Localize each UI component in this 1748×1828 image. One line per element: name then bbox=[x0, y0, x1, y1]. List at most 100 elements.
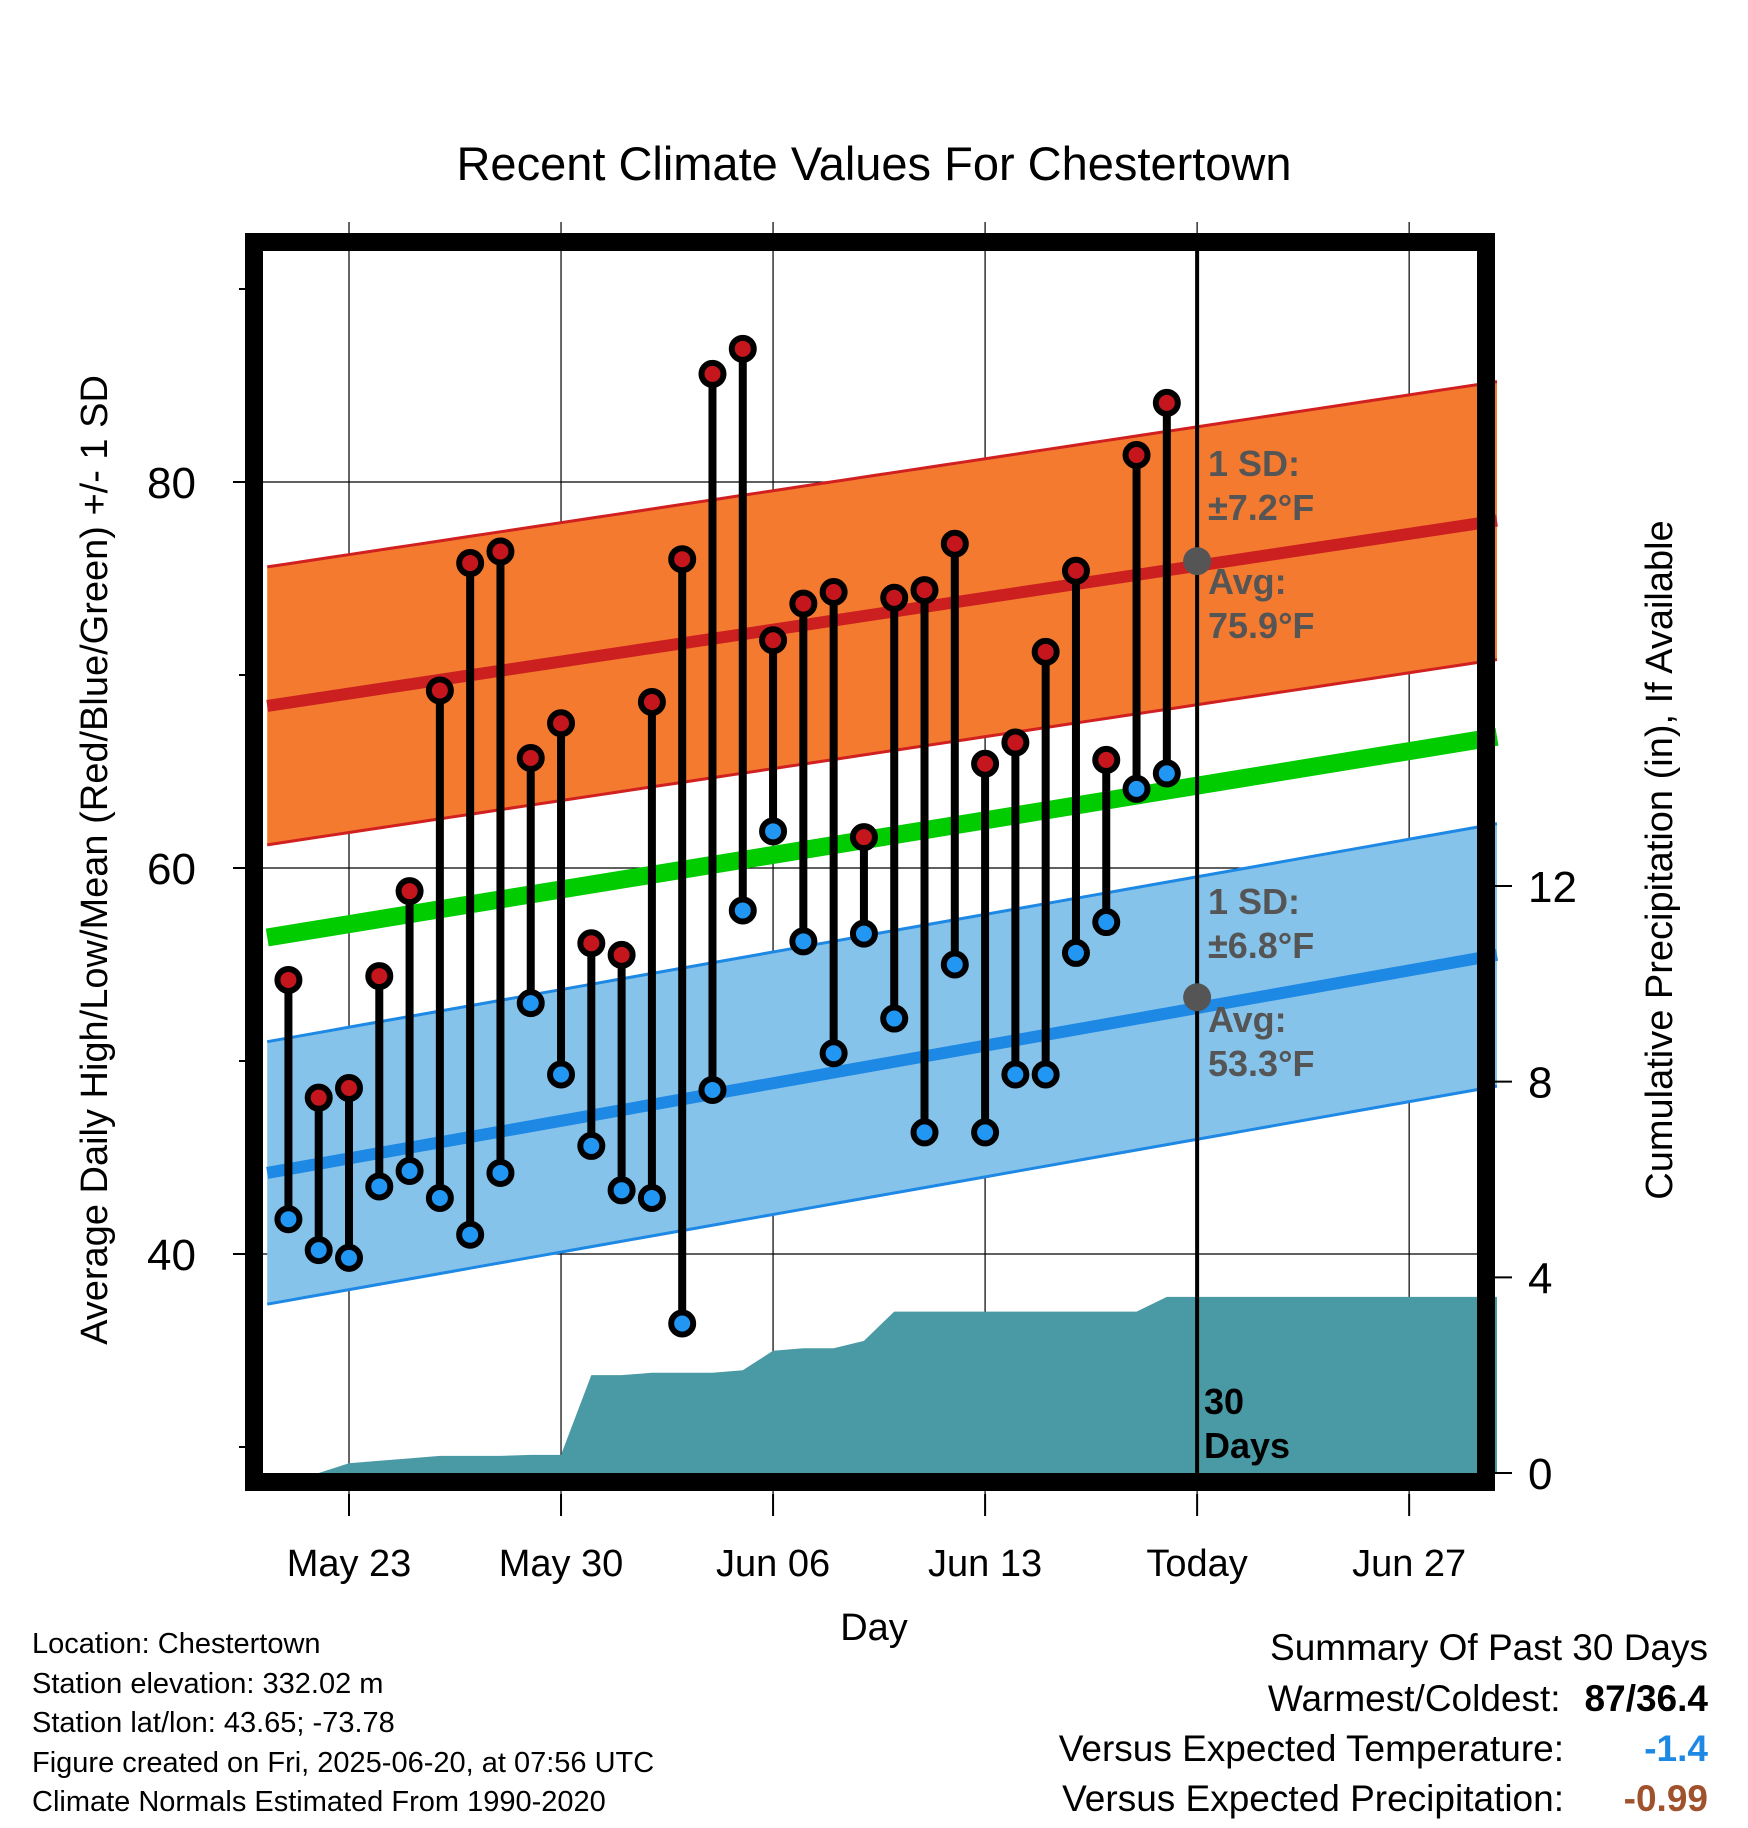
low-avg-marker bbox=[1183, 983, 1212, 1012]
days-label-text: Days bbox=[1204, 1425, 1290, 1466]
low-point bbox=[819, 1039, 848, 1068]
high-point bbox=[880, 583, 909, 612]
warmest-coldest-value: 87/36.4 bbox=[1584, 1678, 1708, 1719]
low-point bbox=[971, 1118, 1000, 1147]
y-tick-label: 40 bbox=[147, 1231, 196, 1280]
y2-tick-label: 0 bbox=[1528, 1450, 1552, 1499]
low-point bbox=[940, 950, 969, 979]
station-info: Location: Chestertown Station elevation:… bbox=[32, 1625, 654, 1823]
low-point bbox=[274, 1205, 303, 1234]
summary-panel: Summary Of Past 30 Days Warmest/Coldest:… bbox=[1059, 1622, 1708, 1824]
created-text: Figure created on Fri, 2025-06-20, at 07… bbox=[32, 1746, 655, 1779]
high-point bbox=[910, 576, 939, 605]
low-avg-label: Avg: bbox=[1208, 999, 1287, 1040]
low-point bbox=[789, 927, 818, 956]
warmest-coldest-row: Warmest/Coldest: 87/36.4 bbox=[1059, 1674, 1708, 1724]
high-point bbox=[607, 940, 636, 969]
normals-text: Climate Normals Estimated From 1990-2020 bbox=[32, 1786, 606, 1818]
high-point bbox=[425, 676, 454, 705]
low-point bbox=[1001, 1060, 1030, 1089]
temp-departure-value: -1.4 bbox=[1644, 1728, 1708, 1769]
low-point bbox=[1092, 908, 1121, 937]
summary-title: Summary Of Past 30 Days bbox=[1270, 1627, 1708, 1668]
low-point bbox=[1152, 759, 1181, 788]
low-point bbox=[1031, 1060, 1060, 1089]
temp-departure-label: Versus Expected Temperature: bbox=[1058, 1728, 1564, 1769]
high-point bbox=[516, 743, 545, 772]
y2-axis-label: Cumulative Precipitation (in), If Availa… bbox=[1639, 520, 1681, 1199]
high-sd-label: 1 SD: bbox=[1208, 443, 1300, 484]
temp-departure-row: Versus Expected Temperature: -1.4 bbox=[1059, 1724, 1708, 1774]
high-point bbox=[1092, 745, 1121, 774]
x-tick-label: Jun 13 bbox=[928, 1543, 1042, 1585]
precip-departure-row: Versus Expected Precipitation: -0.99 bbox=[1059, 1774, 1708, 1824]
x-axis-label: Day bbox=[840, 1607, 908, 1649]
high-point bbox=[849, 823, 878, 852]
warmest-coldest-label: Warmest/Coldest: bbox=[1267, 1678, 1561, 1719]
x-tick-label: Jun 06 bbox=[716, 1543, 830, 1585]
high-point bbox=[789, 589, 818, 618]
low-point bbox=[668, 1309, 697, 1338]
precip-departure-value: -0.99 bbox=[1623, 1778, 1708, 1819]
high-point bbox=[456, 549, 485, 578]
high-point bbox=[1031, 637, 1060, 666]
high-point bbox=[668, 545, 697, 574]
low-sd-value: ±6.8°F bbox=[1208, 925, 1314, 966]
precip-departure-label: Versus Expected Precipitation: bbox=[1062, 1778, 1564, 1819]
y-tick-label: 80 bbox=[147, 459, 196, 508]
low-point bbox=[849, 919, 878, 948]
high-point bbox=[1001, 728, 1030, 757]
x-tick-label: May 23 bbox=[287, 1543, 412, 1585]
low-point bbox=[698, 1075, 727, 1104]
low-point bbox=[547, 1060, 576, 1089]
y-tick-label: 60 bbox=[147, 845, 196, 894]
low-point bbox=[1061, 938, 1090, 967]
low-point bbox=[395, 1157, 424, 1186]
high-point bbox=[365, 962, 394, 991]
high-point bbox=[759, 626, 788, 655]
x-tick-label: Today bbox=[1146, 1543, 1247, 1585]
low-point bbox=[486, 1158, 515, 1187]
low-point bbox=[365, 1172, 394, 1201]
high-point bbox=[1152, 388, 1181, 417]
high-point bbox=[577, 929, 606, 958]
high-sd-upper-edge bbox=[266, 380, 1498, 569]
high-point bbox=[335, 1074, 363, 1103]
y2-tick-label: 8 bbox=[1528, 1059, 1552, 1108]
high-point bbox=[1061, 556, 1090, 585]
low-point bbox=[425, 1184, 454, 1213]
y2-tick-label: 12 bbox=[1528, 863, 1577, 912]
low-point bbox=[456, 1220, 485, 1249]
high-point bbox=[637, 688, 666, 717]
high-point bbox=[486, 537, 515, 566]
low-point bbox=[516, 989, 545, 1018]
high-point bbox=[819, 578, 848, 607]
low-point bbox=[880, 1004, 909, 1033]
low-point bbox=[759, 817, 788, 846]
days-label-number: 30 bbox=[1204, 1381, 1244, 1422]
high-avg-value: 75.9°F bbox=[1208, 605, 1314, 646]
low-point bbox=[910, 1118, 939, 1147]
low-avg-value: 53.3°F bbox=[1208, 1043, 1314, 1084]
location-text: Location: Chestertown bbox=[32, 1628, 321, 1660]
high-sd-value: ±7.2°F bbox=[1208, 487, 1314, 528]
elevation-text: Station elevation: 332.02 m bbox=[32, 1667, 384, 1700]
plot-frame bbox=[245, 233, 1495, 1491]
x-tick-label: Jun 27 bbox=[1352, 1543, 1466, 1585]
high-point bbox=[274, 965, 303, 994]
low-point bbox=[304, 1236, 333, 1265]
low-sd-label: 1 SD: bbox=[1208, 881, 1300, 922]
chart-title: Recent Climate Values For Chestertown bbox=[456, 137, 1291, 190]
high-point bbox=[304, 1083, 333, 1112]
y2-tick-label: 4 bbox=[1528, 1254, 1552, 1303]
high-point bbox=[1122, 440, 1151, 469]
high-point bbox=[728, 334, 757, 363]
high-point bbox=[698, 359, 727, 388]
high-avg-label: Avg: bbox=[1208, 561, 1287, 602]
precip-area bbox=[288, 1296, 1497, 1473]
low-sd-lower-edge bbox=[266, 1084, 1498, 1306]
y-axis-label: Average Daily High/Low/Mean (Red/Blue/Gr… bbox=[74, 375, 116, 1345]
low-point bbox=[607, 1176, 636, 1205]
high-point bbox=[395, 877, 424, 906]
